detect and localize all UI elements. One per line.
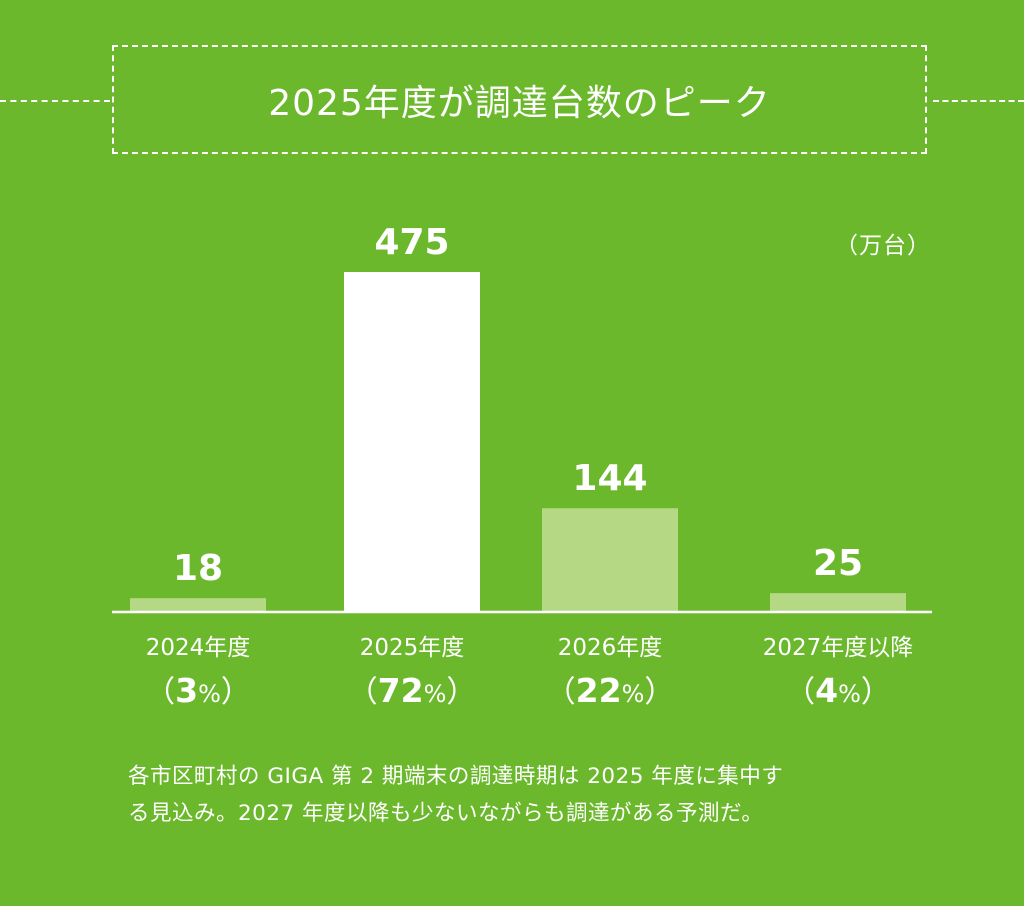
category-label-2: 2025年度 [360, 635, 465, 661]
chart-title: 2025年度が調達台数のピーク [268, 82, 771, 124]
caption-line-1: 各市区町村の GIGA 第 2 期端末の調達時期は 2025 年度に集中す [128, 764, 784, 789]
unit-label: （万台） [835, 233, 931, 259]
value-label-1: 18 [173, 548, 223, 589]
percent-label-1: （3%） [145, 671, 251, 710]
caption-line-2: る見込み。2027 年度以降も少ないながらも調達がある予測だ。 [128, 801, 764, 826]
bar-1 [130, 598, 266, 611]
category-label-1: 2024年度 [146, 635, 251, 661]
caption: 各市区町村の GIGA 第 2 期端末の調達時期は 2025 年度に集中す る見… [128, 758, 948, 832]
percent-label-4: （4%） [785, 671, 891, 710]
bar-3 [542, 508, 678, 611]
category-label-3: 2026年度 [558, 635, 663, 661]
bar-4 [770, 593, 906, 611]
value-label-2: 475 [374, 222, 449, 263]
title-box: 2025年度が調達台数のピーク [112, 45, 927, 154]
title-dash-right [933, 100, 1024, 102]
percent-label-3: （22%） [546, 671, 675, 710]
value-label-3: 144 [572, 458, 647, 499]
value-label-4: 25 [813, 543, 863, 584]
bar-2 [344, 272, 480, 611]
percent-label-2: （72%） [348, 671, 477, 710]
category-label-4: 2027年度以降 [763, 635, 914, 661]
title-dash-left [0, 100, 110, 102]
